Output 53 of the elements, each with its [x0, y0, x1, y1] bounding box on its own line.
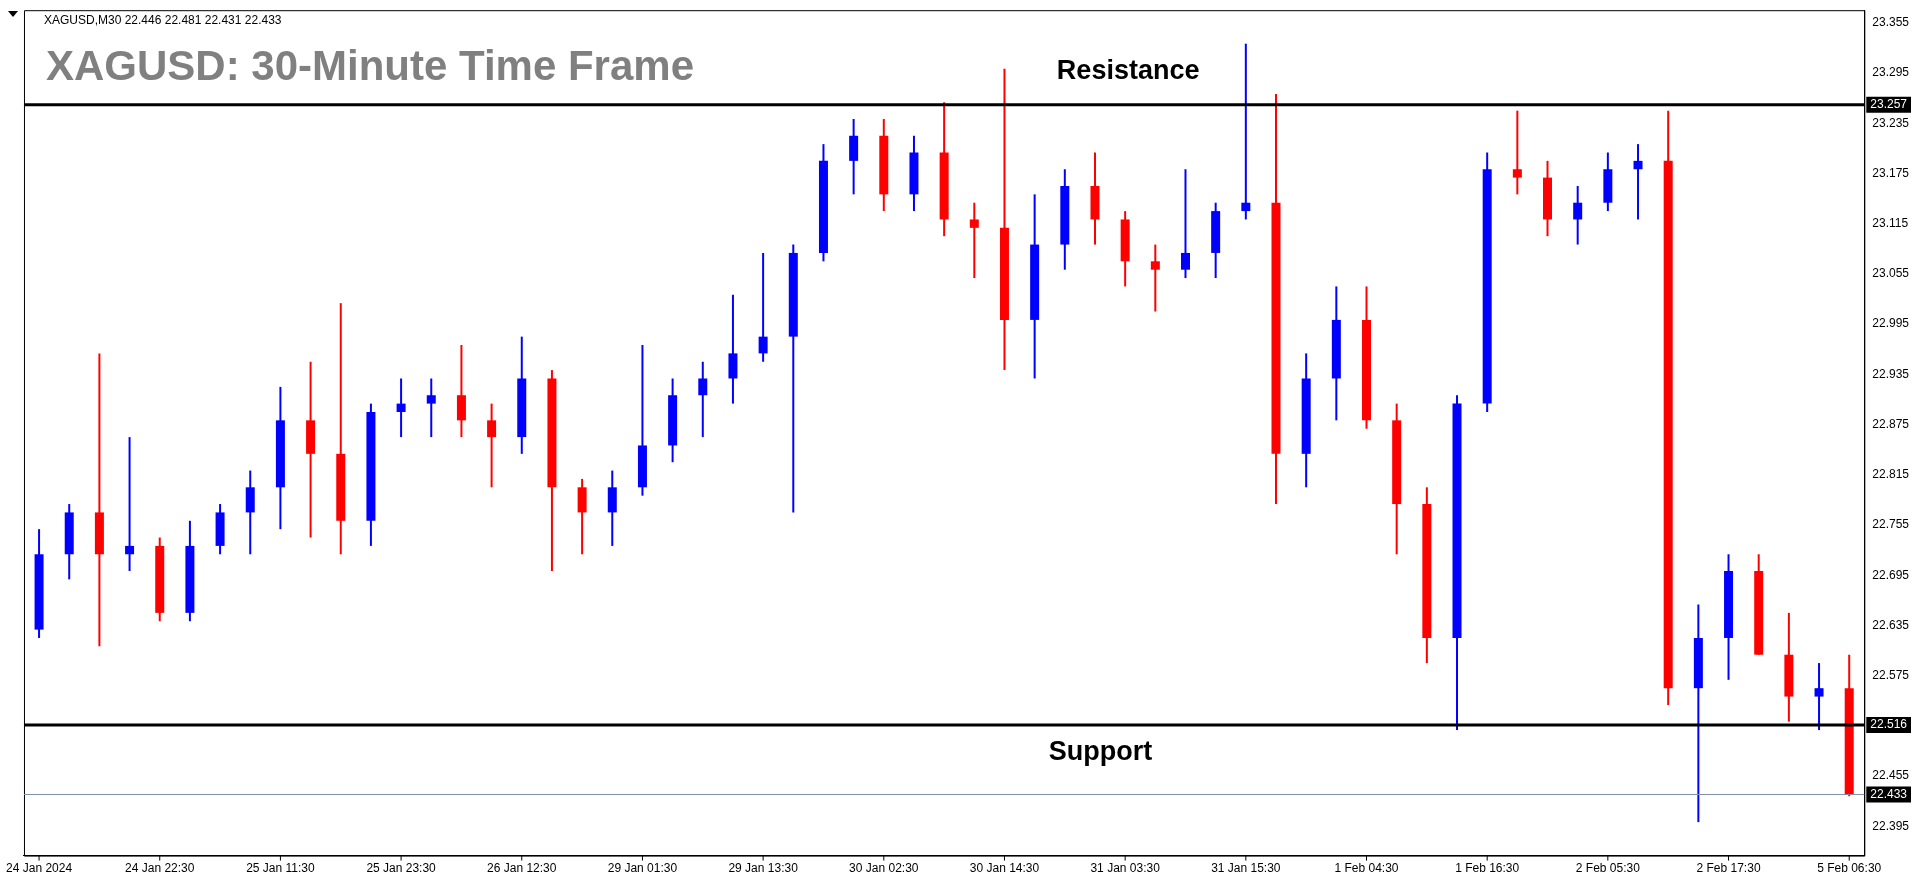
y-tick-label: 22.755 [1872, 517, 1910, 532]
x-tick-label: 29 Jan 01:30 [607, 861, 678, 876]
x-tick-label: 30 Jan 14:30 [969, 861, 1040, 876]
candlestick [1633, 143, 1643, 221]
text: 22.433 [1870, 786, 1908, 801]
x-tick-label: 2 Feb 17:30 [1696, 861, 1761, 876]
y-tick-label: 23.295 [1872, 65, 1910, 80]
text: XAGUSD: 30-Minute Time Frame [45, 41, 695, 89]
ref-line-label: Support [1048, 735, 1153, 766]
candlestick [487, 402, 497, 489]
x-tick-label: 31 Jan 03:30 [1090, 861, 1161, 876]
y-tick-label: 23.355 [1872, 15, 1910, 30]
candlestick [125, 436, 135, 573]
x-tick-label: 24 Jan 22:30 [125, 861, 195, 876]
text: 23.257 [1870, 97, 1908, 112]
y-tick-label: 22.995 [1872, 316, 1910, 331]
y-tick-label: 23.175 [1872, 165, 1910, 180]
y-tick-label: 22.875 [1872, 416, 1910, 431]
candlestick [969, 201, 979, 280]
x-tick-label: 1 Feb 04:30 [1334, 861, 1399, 876]
candlestick [1150, 243, 1160, 313]
candlestick [1180, 168, 1190, 280]
x-tick-label: 31 Jan 15:30 [1211, 861, 1281, 876]
x-tick-label: 5 Feb 06:30 [1817, 861, 1882, 876]
ref-line-label: Resistance [1056, 54, 1200, 85]
candlestick [698, 360, 708, 439]
y-tick-label: 22.695 [1872, 567, 1910, 582]
y-tick-label: 23.115 [1872, 215, 1909, 230]
annotation: XAGUSD,M30 22.446 22.481 22.431 22.433 [43, 12, 282, 27]
x-tick-label: 25 Jan 11:30 [246, 861, 315, 876]
x-tick-label: 29 Jan 13:30 [728, 861, 799, 876]
candlestick [1814, 662, 1824, 732]
y-tick-label: 22.455 [1872, 768, 1910, 783]
y-tick-label: 23.235 [1872, 115, 1910, 130]
text: 22.516 [1870, 717, 1908, 732]
x-tick-label: 30 Jan 02:30 [849, 861, 919, 876]
y-tick-label: 22.395 [1872, 818, 1910, 833]
candlestick [1573, 184, 1583, 246]
x-tick-label: 24 Jan 2024 [6, 861, 73, 876]
x-tick-label: 25 Jan 23:30 [366, 861, 437, 876]
y-tick-label: 22.935 [1872, 366, 1910, 381]
y-tick-label: 22.635 [1872, 617, 1910, 632]
candlestick [758, 251, 768, 363]
y-tick-label: 22.575 [1872, 667, 1910, 682]
candlestick [1512, 109, 1522, 196]
x-tick-label: 2 Feb 05:30 [1575, 861, 1641, 876]
y-tick-label: 23.055 [1872, 266, 1910, 281]
x-tick-label: 26 Jan 12:30 [487, 861, 557, 876]
candlestick [426, 377, 436, 439]
y-tick-label: 22.815 [1872, 467, 1910, 482]
x-tick-label: 1 Feb 16:30 [1455, 861, 1520, 876]
candlestick [396, 377, 406, 439]
candlestick [1241, 42, 1251, 221]
